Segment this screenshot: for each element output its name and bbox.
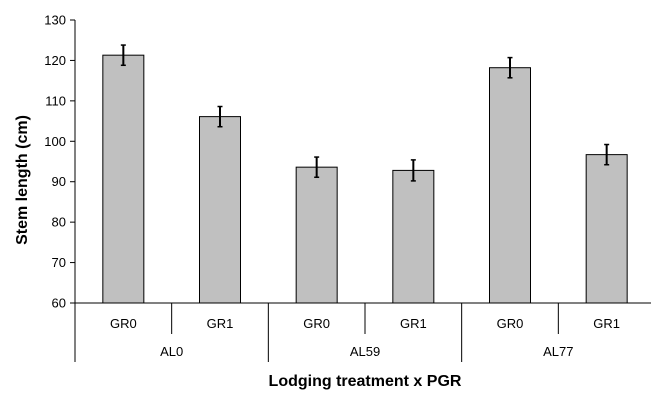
x-category-label: GR1 [593,316,620,331]
y-tick-label: 110 [45,93,66,108]
x-category-label: GR0 [110,316,137,331]
x-axis-title: Lodging treatment x PGR [269,373,462,390]
axis-labels: 60 70 80 90 100 110 120 130 GR0 GR1 GR0 GR1 GR0 GR1 AL… [44,13,620,360]
bar [585,154,628,304]
bar [199,116,241,304]
y-tick-label: 60 [52,296,66,311]
y-axis-title: Stem length (cm) [14,115,31,245]
bar [295,166,338,304]
error-bars [120,44,610,182]
y-tick-label: 120 [44,53,66,68]
bar [489,67,531,304]
bars [102,54,628,304]
axes [70,19,651,362]
x-category-label: GR0 [497,316,524,331]
bar [102,54,145,304]
bar [392,169,435,304]
y-tick-label: 100 [44,134,66,149]
y-tick-label: 130 [44,13,66,28]
x-group-label: AL0 [160,344,183,359]
x-category-label: GR1 [207,316,234,331]
y-tick-label: 90 [52,174,66,189]
x-category-label: GR0 [303,316,330,331]
x-group-label: AL77 [543,344,573,359]
y-tick-label: 70 [52,255,66,270]
x-category-label: GR1 [400,316,427,331]
x-group-label: AL59 [350,344,380,359]
y-tick-label: 80 [52,215,66,230]
